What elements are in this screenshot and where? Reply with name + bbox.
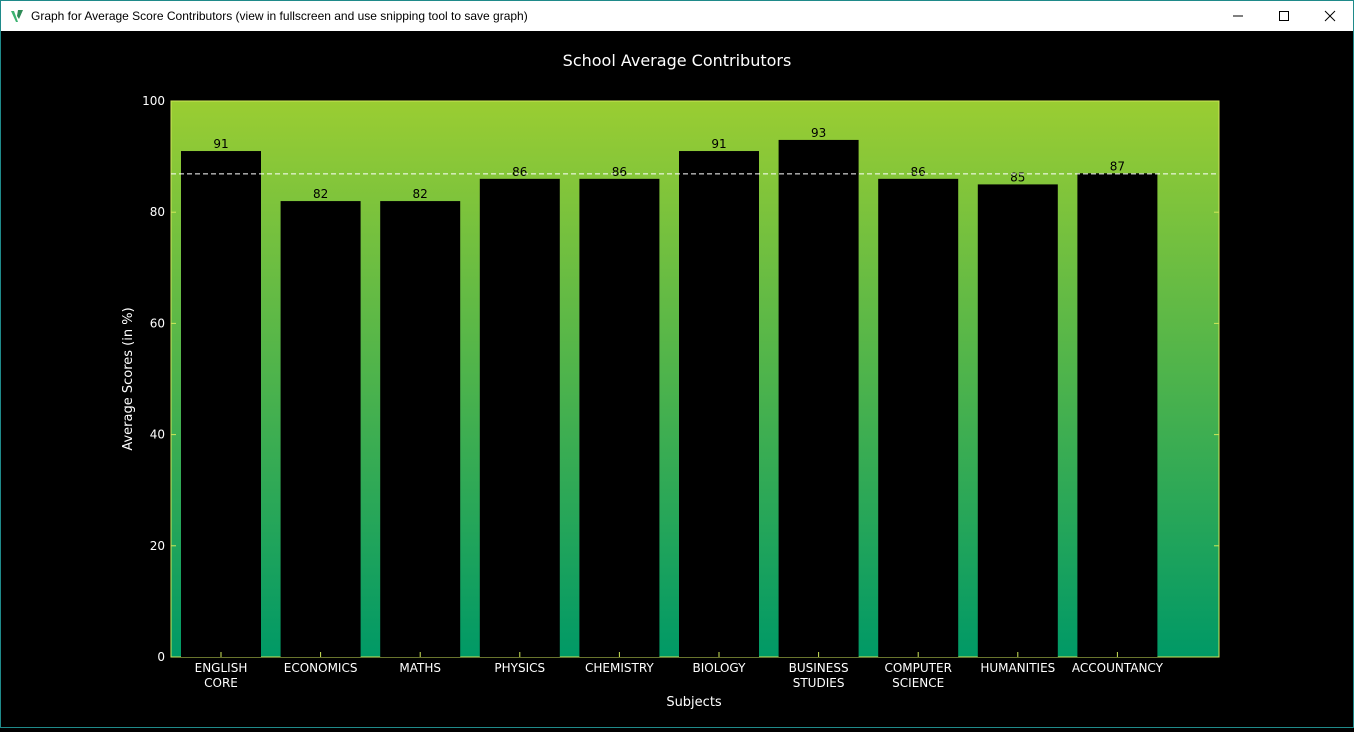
bar-5 <box>679 151 759 657</box>
bar-8 <box>977 184 1058 657</box>
bar-1 <box>280 201 361 657</box>
x-tick-label-9: ACCOUNTANCY <box>1072 661 1164 675</box>
bar-7 <box>878 178 959 657</box>
chart-title: School Average Contributors <box>563 51 792 70</box>
x-tick-label-6: BUSINESS STUDIES <box>789 661 849 690</box>
bar-value-label-7: 86 <box>911 165 926 179</box>
bar-0 <box>181 151 261 657</box>
x-tick-label-5: BIOLOGY <box>693 661 747 675</box>
x-tick-label-8: HUMANITIES <box>980 661 1055 675</box>
bar-3 <box>479 178 560 657</box>
minimize-button[interactable] <box>1215 1 1261 31</box>
bar-value-label-0: 91 <box>213 137 228 151</box>
x-tick-label-2: MATHS <box>399 661 441 675</box>
x-tick-label-line: SCIENCE <box>892 676 944 690</box>
x-tick-label-4: CHEMISTRY <box>585 661 654 675</box>
y-tick-label-80: 80 <box>150 205 165 219</box>
x-tick-label-0: ENGLISH CORE <box>195 661 248 690</box>
bar-9 <box>1077 173 1158 657</box>
window-controls <box>1215 1 1353 31</box>
x-tick-label-line: CHEMISTRY <box>585 661 654 675</box>
bar-value-label-4: 86 <box>612 165 627 179</box>
bar-2 <box>380 201 461 657</box>
x-tick-label-line: ENGLISH <box>195 661 248 675</box>
x-axis: ENGLISH CORE ECONOMICS MATHS PHYSICS CHEMISTR… <box>195 652 1164 690</box>
bar-value-label-8: 85 <box>1010 170 1025 184</box>
y-tick-label-100: 100 <box>142 94 165 108</box>
bar-value-label-2: 82 <box>413 187 428 201</box>
close-button[interactable] <box>1307 1 1353 31</box>
bar-value-label-1: 82 <box>313 187 328 201</box>
x-tick-label-line: CORE <box>204 676 238 690</box>
x-tick-label-line: COMPUTER <box>884 661 951 675</box>
bars-group: 91 82 82 86 86 91 93 86 85 87 <box>181 126 1158 658</box>
y-tick-label-60: 60 <box>150 316 165 330</box>
x-tick-label-line: BUSINESS <box>789 661 849 675</box>
x-tick-label-line: STUDIES <box>793 676 845 690</box>
x-axis-label: Subjects <box>666 695 722 710</box>
app-logo-icon <box>11 10 23 22</box>
chart-container: School Average Contributors 91 82 82 86 86 91… <box>1 31 1353 728</box>
x-tick-label-line: ECONOMICS <box>284 661 358 675</box>
y-tick-label-20: 20 <box>150 539 165 553</box>
title-bar[interactable]: Graph for Average Score Contributors (vi… <box>1 1 1353 31</box>
bar-value-label-6: 93 <box>811 126 826 140</box>
x-tick-label-3: PHYSICS <box>494 661 545 675</box>
x-tick-label-line: HUMANITIES <box>980 661 1055 675</box>
bar-6 <box>778 139 859 658</box>
y-tick-label-40: 40 <box>150 428 165 442</box>
close-icon <box>1324 10 1336 22</box>
bar-value-label-5: 91 <box>711 137 726 151</box>
y-tick-label-0: 0 <box>157 650 165 664</box>
x-tick-label-1: ECONOMICS <box>284 661 358 675</box>
bar-4 <box>579 178 660 657</box>
x-tick-label-line: PHYSICS <box>494 661 545 675</box>
minimize-icon <box>1233 15 1243 17</box>
bar-value-label-3: 86 <box>512 165 527 179</box>
x-tick-label-line: BIOLOGY <box>693 661 747 675</box>
window-title: Graph for Average Score Contributors (vi… <box>31 9 528 23</box>
maximize-button[interactable] <box>1261 1 1307 31</box>
maximize-icon <box>1279 11 1289 21</box>
y-axis-label: Average Scores (in %) <box>121 307 136 450</box>
x-tick-label-line: ACCOUNTANCY <box>1072 661 1164 675</box>
bar-value-label-9: 87 <box>1110 159 1125 173</box>
y-axis: 0 20 40 60 80 100 <box>142 94 1219 664</box>
x-tick-label-7: COMPUTER SCIENCE <box>884 661 951 690</box>
x-tick-label-line: MATHS <box>399 661 441 675</box>
